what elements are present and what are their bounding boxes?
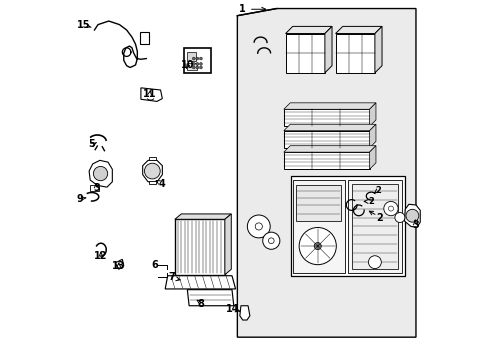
Text: 7: 7 [167, 272, 174, 282]
Circle shape [394, 212, 404, 222]
Polygon shape [187, 290, 233, 306]
Circle shape [93, 166, 107, 181]
Text: 1: 1 [239, 4, 245, 14]
Circle shape [196, 63, 198, 65]
Circle shape [255, 223, 262, 230]
Text: 14: 14 [226, 304, 239, 314]
Circle shape [387, 206, 393, 211]
Polygon shape [335, 26, 381, 33]
Text: 2: 2 [375, 186, 381, 195]
Circle shape [192, 66, 195, 69]
Circle shape [199, 63, 202, 65]
Bar [283, 152, 369, 169]
Bar [292, 180, 344, 273]
Polygon shape [89, 160, 112, 187]
Bar [283, 109, 369, 126]
Polygon shape [324, 26, 331, 73]
Bar [187, 53, 196, 62]
Bar [183, 48, 210, 73]
Circle shape [299, 228, 336, 265]
Text: 2: 2 [367, 197, 373, 206]
Text: 13: 13 [112, 261, 125, 271]
Circle shape [313, 243, 321, 249]
Bar [296, 185, 340, 221]
Bar [148, 181, 156, 184]
Polygon shape [165, 276, 235, 289]
Circle shape [192, 63, 195, 65]
Text: 6: 6 [151, 260, 158, 270]
Circle shape [199, 66, 202, 69]
Bar [335, 33, 374, 73]
Bar [175, 219, 224, 275]
Text: 10: 10 [180, 60, 194, 70]
Circle shape [367, 256, 381, 269]
Polygon shape [369, 103, 375, 126]
Text: 15: 15 [77, 19, 90, 30]
Text: 2: 2 [375, 213, 382, 223]
Text: 8: 8 [197, 299, 204, 309]
Bar [283, 131, 369, 148]
Polygon shape [283, 146, 375, 152]
Polygon shape [285, 26, 331, 33]
Circle shape [268, 238, 274, 244]
Polygon shape [141, 88, 162, 102]
Bar [290, 176, 405, 276]
Circle shape [247, 215, 270, 238]
Bar [347, 180, 401, 273]
Polygon shape [237, 9, 415, 337]
Polygon shape [142, 160, 162, 182]
Text: 3: 3 [411, 220, 418, 230]
Text: 9: 9 [76, 194, 82, 203]
Text: 5: 5 [88, 139, 95, 149]
Bar [186, 63, 197, 70]
Bar [148, 157, 156, 160]
Polygon shape [175, 214, 231, 219]
Text: 3: 3 [93, 183, 100, 193]
Polygon shape [283, 124, 375, 131]
Text: 11: 11 [143, 89, 156, 99]
Circle shape [144, 163, 160, 179]
Polygon shape [369, 146, 375, 169]
Bar [285, 33, 324, 73]
Bar [90, 185, 99, 191]
Polygon shape [224, 214, 231, 275]
Circle shape [196, 57, 198, 60]
Polygon shape [374, 26, 381, 73]
Text: 4: 4 [159, 179, 165, 189]
Circle shape [262, 232, 279, 249]
Circle shape [383, 202, 397, 216]
Circle shape [196, 66, 198, 69]
Circle shape [199, 57, 202, 60]
Circle shape [405, 209, 418, 222]
Circle shape [192, 57, 195, 60]
Polygon shape [369, 124, 375, 148]
Polygon shape [240, 306, 249, 320]
Polygon shape [404, 204, 419, 227]
Polygon shape [283, 103, 375, 109]
Polygon shape [115, 259, 123, 269]
Bar [351, 184, 397, 269]
Bar [140, 32, 149, 44]
Text: 12: 12 [94, 251, 107, 261]
